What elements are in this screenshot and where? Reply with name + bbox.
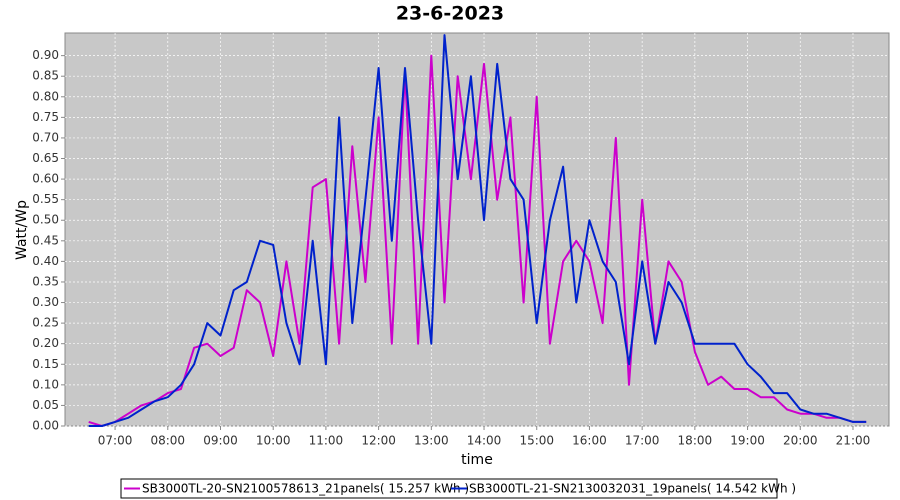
- x-tick-label: 21:00: [836, 434, 871, 448]
- y-tick-label: 0.80: [32, 89, 59, 103]
- legend-label: SB3000TL-21-SN2130032031_19panels( 14.54…: [469, 482, 796, 496]
- chart-title: 23-6-2023: [396, 3, 504, 25]
- y-tick-label: 0.40: [32, 254, 59, 268]
- y-tick-label: 0.45: [32, 233, 59, 247]
- y-tick-label: 0.05: [32, 398, 59, 412]
- y-tick-label: 0.65: [32, 151, 59, 165]
- x-tick-label: 11:00: [309, 434, 344, 448]
- x-tick-label: 17:00: [625, 434, 660, 448]
- y-tick-label: 0.85: [32, 69, 59, 83]
- y-tick-label: 0.70: [32, 130, 59, 144]
- x-axis-label: time: [461, 452, 493, 468]
- y-tick-label: 0.10: [32, 377, 59, 391]
- x-tick-label: 20:00: [783, 434, 818, 448]
- x-tick-label: 19:00: [730, 434, 765, 448]
- x-tick-label: 09:00: [203, 434, 238, 448]
- x-tick-label: 08:00: [150, 434, 185, 448]
- y-tick-label: 0.20: [32, 336, 59, 350]
- y-tick-label: 0.50: [32, 213, 59, 227]
- x-tick-label: 15:00: [519, 434, 554, 448]
- legend: [120, 478, 778, 499]
- x-tick-label: 16:00: [572, 434, 607, 448]
- x-tick-label: 13:00: [414, 434, 449, 448]
- x-tick-label: 14:00: [467, 434, 502, 448]
- y-tick-label: 0.25: [32, 316, 59, 330]
- series-line: [88, 34, 867, 427]
- y-tick-label: 0.15: [32, 357, 59, 371]
- y-tick-label: 0.55: [32, 192, 59, 206]
- x-tick-label: 18:00: [678, 434, 713, 448]
- y-tick-label: 0.00: [32, 419, 59, 433]
- plot-area: [64, 32, 890, 427]
- y-tick-label: 0.90: [32, 48, 59, 62]
- y-tick-label: 0.35: [32, 274, 59, 288]
- y-tick-label: 0.30: [32, 295, 59, 309]
- y-axis-label: Watt/Wp: [14, 200, 30, 260]
- x-tick-label: 12:00: [361, 434, 396, 448]
- legend-label: SB3000TL-20-SN2100578613_21panels( 15.25…: [142, 482, 469, 496]
- y-tick-label: 0.75: [32, 110, 59, 124]
- series-line: [88, 54, 867, 427]
- y-tick-label: 0.60: [32, 172, 59, 186]
- x-tick-label: 10:00: [256, 434, 291, 448]
- x-tick-label: 07:00: [98, 434, 133, 448]
